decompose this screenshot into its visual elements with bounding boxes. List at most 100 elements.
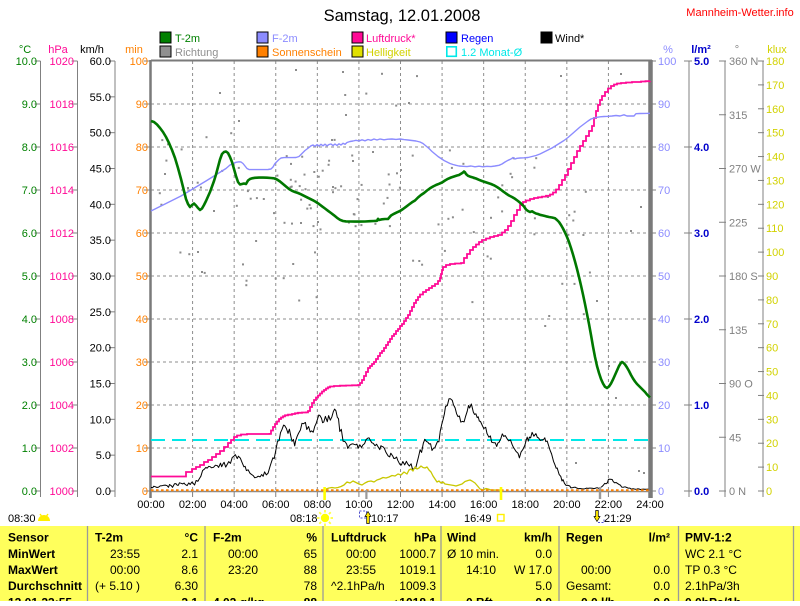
svg-text:135: 135 (729, 325, 747, 337)
svg-text:60: 60 (658, 228, 670, 240)
svg-text:25.0: 25.0 (90, 307, 111, 319)
svg-text:60: 60 (766, 343, 778, 355)
svg-text:%: % (306, 531, 317, 545)
svg-text:3.0: 3.0 (694, 228, 709, 240)
svg-text:12.01 23:55: 12.01 23:55 (8, 596, 72, 602)
svg-text:40: 40 (766, 390, 778, 402)
svg-text:315: 315 (729, 110, 747, 122)
svg-text:23:55: 23:55 (346, 563, 376, 577)
svg-text:180: 180 (766, 56, 784, 68)
svg-text:4.0: 4.0 (694, 142, 709, 154)
svg-text:Regen: Regen (461, 33, 493, 45)
svg-text:°: ° (735, 44, 739, 56)
svg-text:16:00: 16:00 (470, 499, 498, 511)
svg-text:1.0: 1.0 (22, 443, 37, 455)
svg-text:0.0: 0.0 (653, 563, 670, 577)
svg-text:8.6: 8.6 (181, 563, 198, 577)
svg-text:10: 10 (766, 462, 778, 474)
svg-text:0.0: 0.0 (96, 486, 111, 498)
svg-text:0.0: 0.0 (22, 486, 37, 498)
svg-text:0 Bft: 0 Bft (466, 596, 493, 602)
svg-text:88: 88 (304, 596, 318, 602)
svg-text:130: 130 (766, 175, 784, 187)
svg-text:90: 90 (658, 99, 670, 111)
svg-text:Samstag, 12.01.2008: Samstag, 12.01.2008 (324, 7, 481, 25)
svg-text:hPa: hPa (414, 531, 436, 545)
svg-text:^2.1hPa/h: ^2.1hPa/h (331, 579, 385, 593)
svg-text:T-2m: T-2m (95, 531, 123, 545)
svg-text:0.0: 0.0 (653, 596, 670, 602)
svg-text:02:00: 02:00 (179, 499, 207, 511)
svg-text:24:00: 24:00 (636, 499, 664, 511)
svg-text:20.0: 20.0 (90, 343, 111, 355)
svg-text:12:00: 12:00 (387, 499, 415, 511)
svg-text:16:49: 16:49 (464, 513, 492, 525)
svg-text:10: 10 (136, 443, 148, 455)
svg-text:2.1: 2.1 (181, 547, 198, 561)
svg-text:45: 45 (729, 432, 741, 444)
svg-text:100: 100 (130, 56, 148, 68)
svg-text:40: 40 (136, 314, 148, 326)
svg-text:1006: 1006 (50, 357, 74, 369)
svg-text:00:00: 00:00 (581, 563, 611, 577)
svg-text:Luftdruck: Luftdruck (331, 531, 387, 545)
svg-text:80: 80 (136, 142, 148, 154)
svg-text:50: 50 (766, 367, 778, 379)
svg-text:90 O: 90 O (729, 379, 753, 391)
svg-text:10:00: 10:00 (345, 499, 373, 511)
svg-text:30.0: 30.0 (90, 271, 111, 283)
svg-text:1008: 1008 (50, 314, 74, 326)
svg-text:1020: 1020 (50, 56, 74, 68)
svg-text:0: 0 (766, 486, 772, 498)
svg-text:5.0: 5.0 (694, 56, 709, 68)
svg-text:55.0: 55.0 (90, 92, 111, 104)
svg-text:TP 0.3 °C: TP 0.3 °C (685, 563, 737, 577)
svg-text:150: 150 (766, 128, 784, 140)
svg-text:km/h: km/h (80, 44, 104, 56)
svg-text:2.1hPa/3h: 2.1hPa/3h (685, 579, 740, 593)
svg-text:20: 20 (136, 400, 148, 412)
svg-text:60.0: 60.0 (90, 56, 111, 68)
svg-text:00:00: 00:00 (110, 563, 140, 577)
svg-text:360 N: 360 N (729, 56, 758, 68)
svg-text:F-2m: F-2m (213, 531, 242, 545)
svg-text:90: 90 (766, 271, 778, 283)
svg-text:5.0: 5.0 (96, 450, 111, 462)
svg-text:8.0: 8.0 (22, 142, 37, 154)
svg-text:T-2m: T-2m (175, 33, 200, 45)
svg-text:l/m²: l/m² (691, 44, 711, 56)
svg-text:1018: 1018 (50, 99, 74, 111)
svg-text:1000.7: 1000.7 (399, 547, 436, 561)
svg-text:225: 225 (729, 217, 747, 229)
svg-text:60: 60 (136, 228, 148, 240)
svg-text:MinWert: MinWert (8, 547, 55, 561)
svg-text:km/h: km/h (524, 531, 552, 545)
svg-text:0.0: 0.0 (694, 486, 709, 498)
svg-text:21:29: 21:29 (604, 513, 632, 525)
svg-text:1010: 1010 (50, 271, 74, 283)
svg-text:88: 88 (304, 563, 318, 577)
svg-text:80: 80 (658, 142, 670, 154)
svg-text:Ø 10 min.: Ø 10 min. (447, 547, 499, 561)
svg-text:6.0: 6.0 (22, 228, 37, 240)
svg-text:45.0: 45.0 (90, 164, 111, 176)
svg-text:↑1018.1: ↑1018.1 (393, 596, 436, 602)
svg-text:1009.3: 1009.3 (399, 579, 436, 593)
svg-text:50.0: 50.0 (90, 128, 111, 140)
svg-text:0.0: 0.0 (535, 547, 552, 561)
svg-text:35.0: 35.0 (90, 235, 111, 247)
svg-text:65: 65 (304, 547, 318, 561)
svg-text:2.0: 2.0 (694, 314, 709, 326)
svg-text:hPa: hPa (48, 44, 68, 56)
svg-text:170: 170 (766, 80, 784, 92)
svg-text:%: % (663, 44, 673, 56)
svg-text:23:55: 23:55 (110, 547, 140, 561)
svg-text:15.0: 15.0 (90, 379, 111, 391)
svg-text:1002: 1002 (50, 443, 74, 455)
svg-text:Regen: Regen (566, 531, 603, 545)
svg-text:30: 30 (766, 414, 778, 426)
svg-text:14:10: 14:10 (466, 563, 496, 577)
svg-text:Helligkeit: Helligkeit (366, 47, 411, 59)
svg-text:78: 78 (304, 579, 318, 593)
svg-text:min: min (125, 44, 143, 56)
